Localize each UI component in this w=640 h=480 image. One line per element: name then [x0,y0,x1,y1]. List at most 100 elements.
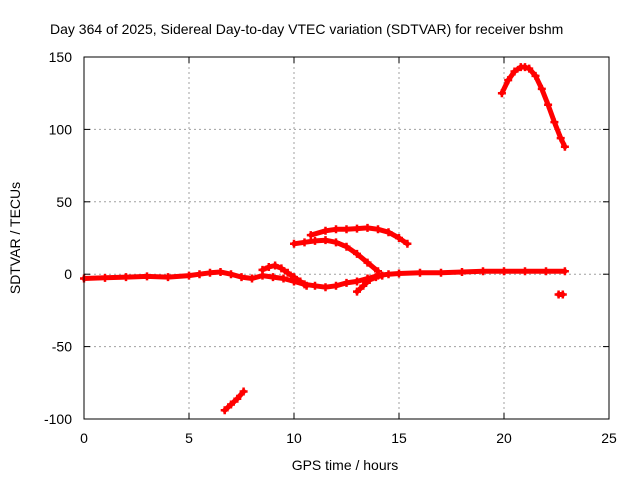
data-point [537,84,546,93]
data-point [283,268,292,277]
data-point [302,281,311,290]
series-line [308,225,410,247]
series-arc-low [220,387,248,415]
series-arc-dip [258,261,311,290]
plot-frame [83,56,610,420]
data-point [510,67,519,76]
data-point [363,223,372,232]
data-point [525,64,534,73]
data-point [395,234,403,242]
data-point [558,290,567,299]
y-tick-label: 100 [49,121,73,137]
data-point [353,249,361,258]
data-point [290,273,298,282]
data-point [185,271,193,280]
data-point [321,236,330,245]
data-point [258,265,267,274]
data-point [497,89,506,98]
data-point [353,277,361,286]
data-point [560,142,569,151]
series-arc-mid-b [306,223,412,248]
data-point [359,281,368,290]
x-tick-label: 10 [286,430,302,446]
data-point [122,273,130,282]
series-line [222,389,247,413]
series-arc-rise [353,271,387,296]
data-point [332,225,340,234]
data-point [206,268,214,277]
data-point [290,239,298,248]
data-point [437,268,445,277]
x-tick-label: 25 [601,430,617,446]
data-point [342,225,351,234]
chart-title: Day 364 of 2025, Sidereal Day-to-day VTE… [50,21,563,37]
data-point [403,239,412,248]
y-tick-label: 50 [56,194,72,210]
data-point [550,118,559,127]
data-point [521,267,529,276]
data-point [556,134,565,143]
data-point [277,264,286,273]
data-point [378,271,387,280]
data-point [300,238,309,247]
data-point [374,225,382,234]
data-point [311,281,319,290]
data-point [101,273,109,282]
data-point [227,270,235,279]
data-point [384,270,393,279]
data-point [363,258,372,267]
data-point [220,406,229,415]
data-series [80,63,569,415]
data-point [395,269,403,278]
series-spot [554,290,567,299]
data-point [479,267,487,276]
data-point [560,267,569,276]
x-tick-label: 5 [185,430,193,446]
data-point [306,231,315,240]
data-point [416,268,424,277]
series-baseline [80,267,569,292]
y-tick-label: 150 [49,49,73,65]
data-point [195,270,204,279]
x-tick-label: 15 [391,430,407,446]
series-arc-high [497,63,569,151]
x-tick-label: 20 [496,430,512,446]
axis-ticks: 0 5 10 15 20 25 -100 -50 0 50 100 150 [44,49,617,446]
data-point [164,273,172,282]
data-point [500,267,508,276]
x-tick-label: 0 [80,430,88,446]
y-tick-label: -50 [52,339,72,355]
data-point [353,287,361,296]
data-point [531,71,540,80]
x-axis-label: GPS time / hours [292,457,399,473]
data-point [342,278,351,287]
data-point [227,400,235,409]
data-point [279,274,288,283]
data-point [321,226,330,235]
data-point [271,261,280,270]
data-point [542,267,550,276]
data-point [248,274,256,283]
y-tick-label: -100 [44,411,72,427]
data-point [237,273,246,282]
data-point [504,76,513,85]
data-point [216,268,225,277]
series-arc-mid-a [290,236,382,276]
y-tick-label: 0 [64,266,72,282]
y-axis-label: SDTVAR / TECUs [7,182,23,294]
data-point [332,281,340,290]
data-point [371,273,380,282]
data-point [374,267,382,276]
data-point [233,394,242,403]
data-point [544,100,553,109]
data-point [143,272,151,281]
data-point [321,283,330,292]
data-point [332,238,340,247]
data-point [269,273,277,282]
data-point [458,268,466,277]
data-point [296,277,305,286]
data-point [342,242,351,251]
data-point [353,224,361,233]
data-point [521,63,529,72]
